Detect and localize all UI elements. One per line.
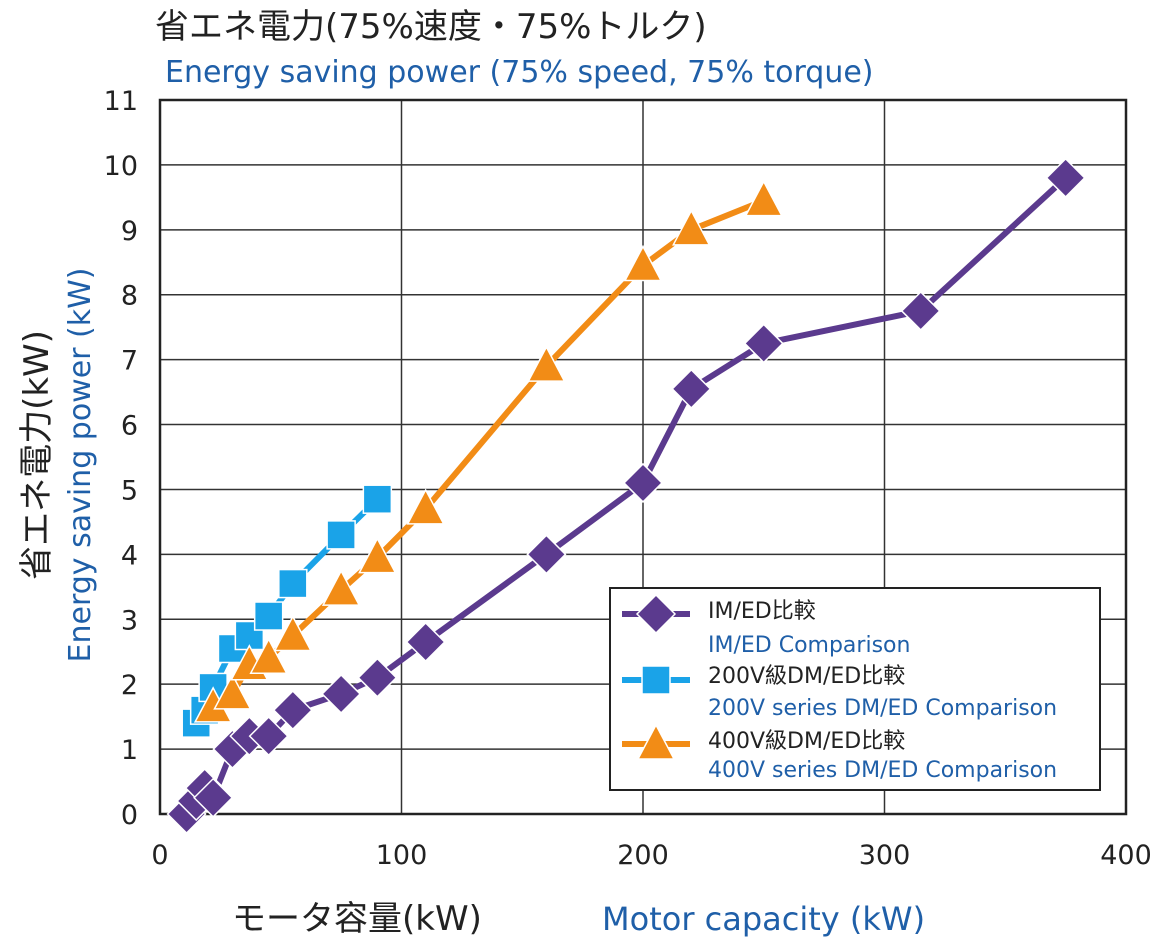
y-axis-label-en-group: Energy saving power (kW)	[63, 268, 98, 663]
legend-markers	[622, 593, 690, 760]
y-tick-label: 6	[121, 411, 138, 442]
x-tick-label: 100	[376, 840, 428, 871]
data-point	[527, 345, 566, 382]
y-tick-label: 11	[104, 86, 138, 117]
x-tick-label: 400	[1100, 840, 1152, 871]
y-axis-label: 省エネ電力(kW)	[17, 330, 57, 580]
chart-subtitle: Energy saving power (75% speed, 75% torq…	[165, 55, 874, 90]
series-400v	[193, 180, 783, 723]
data-point	[362, 484, 393, 514]
data-point	[326, 520, 356, 550]
legend-label-400v-en: 400V series DM/ED Comparison	[708, 758, 1057, 783]
axis-ticks: 0 1 2 3 4 5 6 7 8 9 10 11 0 100 200 300 400	[104, 86, 1152, 871]
data-point	[357, 657, 398, 698]
data-point	[248, 716, 289, 757]
data-point	[671, 368, 712, 409]
data-point	[253, 601, 284, 631]
data-point	[743, 323, 784, 364]
legend-marker	[641, 665, 671, 695]
legend-label-200v-en: 200V series DM/ED Comparison	[708, 696, 1057, 721]
legend: IM/ED比較 IM/ED Comparison 200V級DM/ED比較 20…	[609, 587, 1101, 791]
y-tick-label: 3	[121, 605, 138, 636]
y-tick-label: 2	[121, 670, 138, 701]
data-point	[193, 777, 234, 818]
data-point	[622, 462, 664, 504]
y-tick-label: 5	[121, 475, 138, 506]
data-point	[405, 621, 446, 663]
plot-frame	[158, 98, 1128, 816]
legend-label-200v: 200V級DM/ED比較	[708, 664, 905, 689]
series-im	[166, 157, 1086, 835]
data-point	[406, 488, 445, 525]
legend-box	[609, 587, 1101, 791]
data-point	[744, 180, 783, 217]
data-point	[672, 209, 711, 246]
x-axis-label-en: Motor capacity (kW)	[602, 900, 925, 938]
data-point	[1045, 157, 1086, 198]
data-point	[273, 614, 313, 652]
y-axis-label-en: Energy saving power (kW)	[63, 268, 98, 663]
chart-title: 省エネ電力(75%速度・75%トルク)	[155, 7, 707, 47]
y-tick-label: 9	[121, 216, 138, 247]
data-point	[321, 673, 362, 714]
data-point	[249, 637, 288, 674]
x-tick-label: 200	[617, 840, 669, 871]
y-tick-label: 4	[121, 540, 138, 571]
data-point	[278, 568, 308, 599]
data-point	[900, 290, 941, 332]
y-axis-label-group: 省エネ電力(kW)	[17, 330, 57, 580]
y-tick-label: 8	[121, 281, 138, 312]
legend-label-im: IM/ED比較	[708, 599, 816, 624]
legend-label-400v: 400V級DM/ED比較	[708, 729, 905, 754]
data-point	[526, 534, 567, 575]
data-point	[623, 244, 663, 282]
y-tick-label: 0	[121, 800, 138, 831]
x-tick-label: 300	[859, 840, 911, 871]
legend-label-im-en: IM/ED Comparison	[708, 633, 910, 658]
legend-marker	[635, 593, 677, 635]
y-tick-label: 1	[121, 735, 138, 766]
data-point	[321, 569, 361, 606]
x-tick-label: 0	[151, 840, 168, 871]
x-axis-label: モータ容量(kW)	[232, 899, 482, 939]
y-tick-label: 10	[104, 151, 138, 182]
data-series	[166, 157, 1086, 835]
data-point	[272, 690, 313, 731]
legend-marker	[636, 723, 676, 760]
y-tick-label: 7	[121, 346, 138, 377]
data-point	[213, 673, 252, 710]
data-point	[358, 537, 397, 574]
